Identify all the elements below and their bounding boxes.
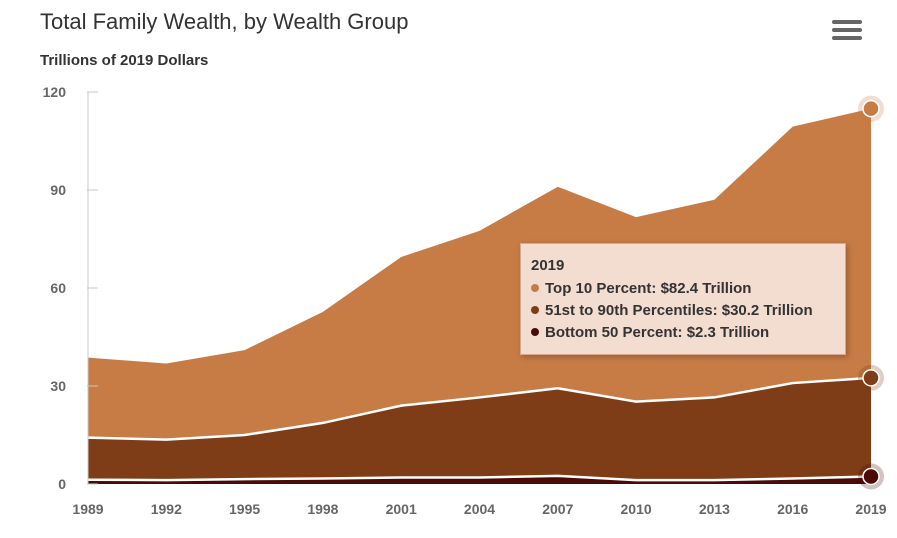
x-tick-label-2004: 2004 (464, 501, 495, 517)
area-bottom-50-percent (88, 475, 871, 484)
x-tick-label-2019: 2019 (855, 501, 886, 517)
tooltip-row-top-10: Top 10 Percent: $82.4 Trillion (531, 278, 845, 300)
y-tick-label-120: 120 (43, 84, 67, 100)
line-bottom-50-percent (87, 474, 872, 482)
area-51st-to-90th-percentiles (88, 377, 871, 481)
x-tick-label-2001: 2001 (386, 501, 417, 517)
line-51st-to-90th-percentiles (87, 376, 872, 441)
tooltip-label-51-90: 51st to 90th Percentiles: $30.2 Trillion (545, 302, 813, 319)
tooltip-title: 2019 (531, 257, 565, 274)
y-tick-label-30: 30 (50, 378, 66, 394)
chart-subtitle: Trillions of 2019 Dollars (40, 52, 209, 69)
area-top-10-percent (88, 108, 871, 440)
x-tick-label-1998: 1998 (307, 501, 338, 517)
tooltip-row-51-90: 51st to 90th Percentiles: $30.2 Trillion (531, 300, 845, 322)
y-tick-label-90: 90 (50, 182, 66, 198)
marker-51st-to-90th-percentiles (862, 369, 880, 387)
tooltip: 2019 Top 10 Percent: $82.4 Trillion 51st… (520, 243, 846, 355)
x-tick-label-2010: 2010 (621, 501, 652, 517)
marker-bottom-50-percent (862, 467, 880, 486)
marker-top-10-percent (862, 99, 880, 118)
chart-title: Total Family Wealth, by Wealth Group (40, 9, 409, 34)
y-tick-label-0: 0 (58, 476, 66, 492)
y-tick-label-60: 60 (50, 280, 66, 296)
x-tick-label-1992: 1992 (151, 501, 182, 517)
x-tick-label-1989: 1989 (72, 501, 103, 517)
tooltip-label-top-10: Top 10 Percent: $82.4 Trillion (545, 280, 752, 297)
x-tick-label-2007: 2007 (542, 501, 573, 517)
tooltip-dot-51-90 (531, 306, 539, 314)
hamburger-menu-icon[interactable] (832, 20, 862, 44)
x-tick-label-2016: 2016 (777, 501, 808, 517)
tooltip-dot-top-10 (531, 284, 539, 292)
x-tick-label-1995: 1995 (229, 501, 260, 517)
tooltip-row-bottom-50: Bottom 50 Percent: $2.3 Trillion (531, 322, 845, 344)
x-tick-label-2013: 2013 (699, 501, 730, 517)
tooltip-dot-bottom-50 (531, 328, 539, 336)
tooltip-label-bottom-50: Bottom 50 Percent: $2.3 Trillion (545, 324, 770, 341)
